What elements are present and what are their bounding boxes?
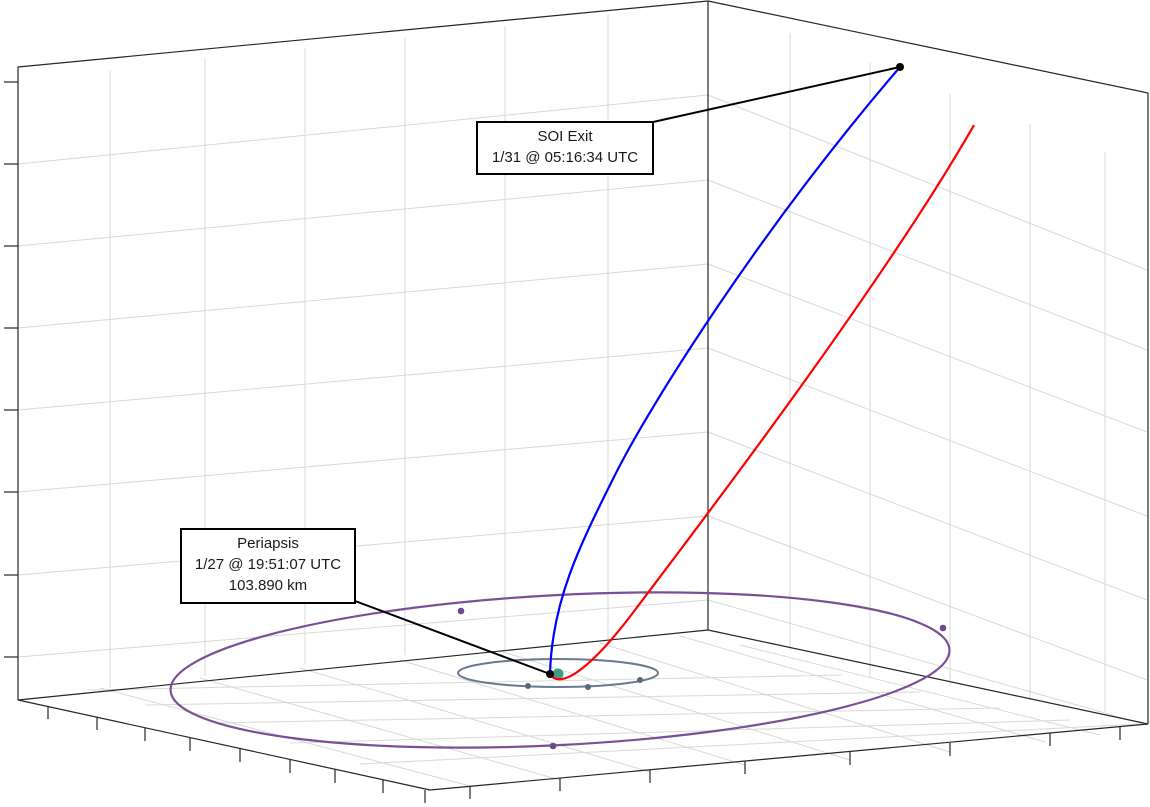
floor-grid bbox=[87, 635, 1141, 787]
soi-exit-marker bbox=[896, 63, 904, 71]
inner-orbit-marker bbox=[585, 684, 591, 690]
periapsis-time: 1/27 @ 19:51:07 UTC bbox=[194, 556, 342, 573]
planet-dot-icon bbox=[552, 668, 564, 680]
inner-orbit-marker bbox=[637, 677, 643, 683]
periapsis-altitude: 103.890 km bbox=[228, 577, 308, 594]
outer-orbit-marker bbox=[549, 742, 557, 750]
periapsis-leader bbox=[354, 600, 551, 675]
soi-exit-leader bbox=[652, 66, 901, 123]
inner-orbit bbox=[457, 658, 659, 688]
outer-orbit-markers bbox=[457, 607, 947, 750]
trajectory-blue bbox=[548, 66, 901, 675]
inner-orbit-marker bbox=[525, 683, 531, 689]
soi-exit-time: 1/31 @ 05:16:34 UTC bbox=[491, 149, 639, 166]
back-right-wall bbox=[707, 33, 1148, 726]
outer-orbit bbox=[169, 591, 951, 749]
axis-ticks bbox=[4, 81, 1121, 803]
soi-exit-title: SOI Exit bbox=[537, 128, 593, 145]
back-left-wall bbox=[17, 14, 709, 700]
periapsis-title: Periapsis bbox=[237, 535, 299, 552]
axis-box bbox=[17, 0, 1149, 791]
outer-orbit-marker bbox=[457, 607, 465, 615]
trajectory-red bbox=[549, 124, 975, 681]
periapsis-marker bbox=[546, 670, 554, 678]
outer-orbit-marker bbox=[939, 624, 947, 632]
soi-exit-callout: SOI Exit 1/31 @ 05:16:34 UTC bbox=[476, 121, 654, 175]
inner-orbit-markers bbox=[525, 677, 643, 690]
periapsis-callout: Periapsis 1/27 @ 19:51:07 UTC 103.890 km bbox=[180, 528, 356, 604]
